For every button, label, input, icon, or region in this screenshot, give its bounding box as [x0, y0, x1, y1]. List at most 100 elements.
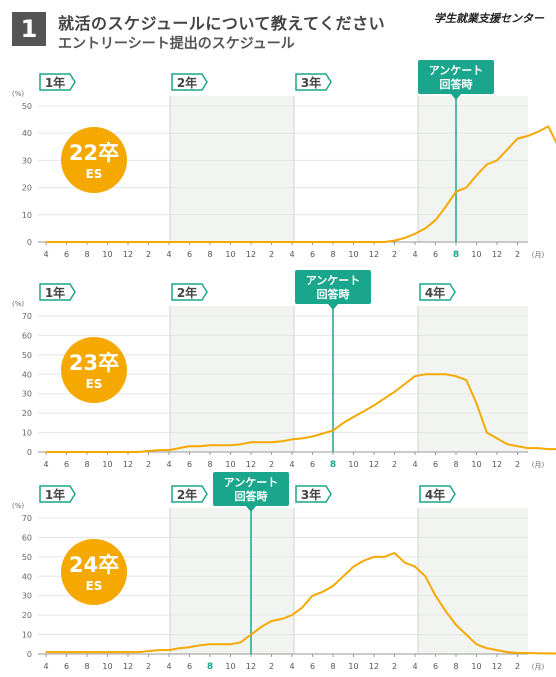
x-tick-label: 6 [64, 250, 69, 259]
badge-year: 24卒 [69, 553, 119, 577]
data-point [55, 651, 57, 653]
x-tick-label: 12 [492, 460, 502, 469]
data-point [178, 447, 180, 449]
year-label: 2年 [177, 487, 197, 502]
x-tick-label: 4 [43, 662, 48, 671]
data-point [475, 174, 478, 176]
data-point [240, 241, 242, 243]
data-point [199, 241, 201, 243]
data-point [342, 575, 344, 577]
data-point [260, 626, 262, 628]
x-tick-label: 2 [146, 250, 151, 259]
data-point [486, 647, 488, 649]
callout-box [213, 472, 289, 506]
data-point [332, 430, 334, 432]
data-point [465, 633, 467, 636]
x-tick-label: 2 [515, 460, 520, 469]
data-point [547, 125, 549, 127]
data-point [537, 131, 539, 133]
year-label: 2年 [177, 285, 197, 300]
data-point [45, 651, 47, 653]
data-point [424, 575, 426, 577]
data-point [229, 444, 232, 446]
data-point [414, 565, 416, 568]
y-tick-label: 20 [22, 409, 32, 418]
x-tick-label: 10 [471, 662, 481, 671]
chart-24: 0 10 20 30 40 50 60 70 (%) 1年 2年 3年 4年 4 6 8 10 12 2 4 6 8 10 1… [12, 472, 556, 672]
data-point [486, 431, 488, 434]
x-tick-label: 12 [246, 250, 256, 259]
data-point [291, 241, 293, 243]
badge-circle [61, 337, 127, 403]
callout-line2: 回答時 [317, 287, 350, 301]
data-point [106, 651, 109, 653]
data-point [311, 435, 314, 438]
data-point [127, 651, 129, 653]
data-point [352, 241, 355, 243]
y-tick-label: 60 [22, 533, 32, 542]
data-point [76, 451, 78, 453]
data-point [301, 437, 303, 439]
section-number: 1 [12, 12, 46, 46]
data-point [363, 410, 365, 412]
shade-year2 [170, 306, 294, 452]
data-point [322, 432, 324, 435]
data-point [158, 449, 160, 451]
data-point [506, 651, 508, 653]
data-point [209, 444, 211, 446]
x-tick-label: 12 [369, 460, 379, 469]
data-point [455, 191, 457, 193]
x-tick-label: 2 [515, 662, 520, 671]
data-point [527, 447, 529, 449]
data-point [229, 241, 232, 243]
x-tick-label: 8 [207, 662, 213, 672]
y-tick-label: 60 [22, 331, 32, 340]
data-point [106, 241, 109, 243]
x-tick-label: 6 [64, 662, 69, 671]
data-point [455, 375, 457, 377]
data-point [106, 451, 109, 453]
data-point [188, 445, 191, 447]
x-tick-label: 2 [392, 460, 397, 469]
data-point [383, 241, 385, 243]
data-point [168, 649, 170, 651]
data-point [96, 651, 98, 653]
x-tick-label: 4 [43, 250, 48, 259]
data-point [332, 585, 334, 587]
callout-box [295, 270, 371, 304]
data-point [383, 556, 385, 558]
data-point [260, 441, 262, 443]
data-point [445, 610, 447, 612]
brand-logo: 学生就業支援センター [434, 12, 544, 25]
data-point [219, 444, 221, 446]
y-tick-label: 50 [22, 102, 32, 111]
x-tick-label: 6 [433, 662, 438, 671]
badge-label: ES [86, 579, 103, 593]
data-point [137, 651, 139, 653]
y-tick-label: 0 [27, 238, 32, 247]
x-tick-label: 12 [246, 662, 256, 671]
data-point [270, 441, 273, 443]
y-tick-label: 70 [22, 312, 32, 321]
data-point [117, 241, 119, 243]
data-point [363, 560, 365, 562]
data-point [65, 241, 68, 243]
year-tag [39, 283, 76, 301]
y-tick-label: 20 [22, 611, 32, 620]
data-point [537, 652, 539, 655]
y-tick-label: 50 [22, 553, 32, 562]
shade-year2 [170, 96, 294, 242]
page-title: 就活のスケジュールについて教えてください [58, 14, 386, 33]
x-tick-label: 4 [412, 250, 417, 259]
data-point [414, 375, 416, 377]
y-tick-label: 50 [22, 351, 32, 360]
badge-label: ES [86, 377, 103, 391]
year-tag [171, 485, 208, 503]
data-point [486, 163, 488, 166]
x-tick-label: 12 [492, 662, 502, 671]
data-point [506, 148, 508, 151]
data-point [311, 241, 314, 243]
y-tick-label: 30 [22, 390, 32, 399]
y-tick-label: 0 [27, 650, 32, 659]
data-point [209, 241, 211, 243]
